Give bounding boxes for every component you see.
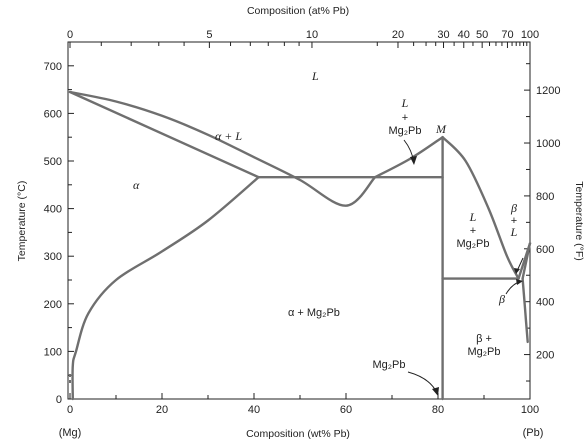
region-liquid-mg2pb-right-bottom: Mg₂Pb <box>456 238 489 250</box>
top-tick-label: 10 <box>306 29 318 41</box>
top-tick-label: 30 <box>437 29 449 41</box>
top-tick-label: 50 <box>476 29 488 41</box>
region-beta-liquid-top: β <box>510 201 517 215</box>
mg2pb-liquidus-left-line <box>373 136 444 179</box>
region-alpha-liquid-label: α + L <box>215 129 242 143</box>
left-tick-label: 100 <box>44 346 62 358</box>
region-liquid-mg2pb-left-bottom: Mg₂Pb <box>388 125 421 137</box>
right-tick-label: 400 <box>536 297 554 309</box>
right-tick-label: 1200 <box>536 85 560 97</box>
left-axis-title: Temperature (°C) <box>16 181 28 262</box>
arrowhead-beta-liquid <box>514 268 520 274</box>
left-axis-ticks: 0 100 200 300 400 500 600 700 <box>44 61 74 406</box>
region-liquid-mg2pb-left-plus: + <box>402 112 408 124</box>
bottom-tick-label: 40 <box>248 404 260 416</box>
region-beta-mg2pb-bottom: Mg₂Pb <box>467 346 500 358</box>
region-liquid-mg2pb-right-top: L <box>469 210 477 224</box>
arrowhead-mg2pb <box>432 387 439 396</box>
right-tick-label: 800 <box>536 191 554 203</box>
bottom-tick-label: 20 <box>156 404 168 416</box>
alpha-solvus-line <box>71 176 260 401</box>
beta-solidus-line <box>521 242 532 280</box>
phase-boundaries <box>68 90 532 401</box>
region-beta-label: β <box>498 292 505 306</box>
right-tick-label: 1000 <box>536 138 560 150</box>
bottom-tick-label: 100 <box>521 404 539 416</box>
left-tick-label: 200 <box>44 299 62 311</box>
top-axis-title: Composition (at% Pb) <box>247 5 349 17</box>
region-alpha-label: α <box>133 178 140 192</box>
top-axis-ticks: 0 5 10 20 30 40 50 70 100 <box>67 29 539 48</box>
top-tick-label: 20 <box>392 29 404 41</box>
alpha-solidus-line <box>68 90 260 179</box>
alpha-liquidus-line <box>68 90 377 207</box>
top-tick-label: 5 <box>206 29 212 41</box>
mg2pb-compound-label: Mg₂Pb <box>372 359 405 371</box>
bottom-axis-ticks: 0 20 40 60 80 100 <box>67 393 539 416</box>
left-tick-label: 0 <box>56 394 62 406</box>
left-tick-label: 600 <box>44 108 62 120</box>
bottom-axis-title: Composition (wt% Pb) <box>246 428 350 440</box>
left-end-label: (Mg) <box>59 427 82 439</box>
arrowhead-liquid-mg2pb <box>410 156 417 165</box>
region-liquid-label: L <box>311 69 319 83</box>
region-alpha-mg2pb-label: α + Mg₂Pb <box>288 307 340 319</box>
arrowhead-beta <box>516 279 523 285</box>
right-axis-title: Temperature (°F) <box>573 181 585 260</box>
region-liquid-mg2pb-left-top: L <box>401 96 409 110</box>
region-beta-mg2pb-top: β + <box>476 333 492 345</box>
annotation-arrows <box>403 139 524 396</box>
top-tick-label: 70 <box>501 29 513 41</box>
bottom-tick-label: 80 <box>432 404 444 416</box>
top-tick-label: 100 <box>521 29 539 41</box>
bottom-tick-label: 0 <box>67 404 73 416</box>
beta-solvus-line <box>521 277 529 344</box>
right-tick-label: 600 <box>536 244 554 256</box>
right-tick-label: 200 <box>536 350 554 362</box>
region-liquid-mg2pb-right-plus: + <box>470 225 476 237</box>
region-beta-liquid-plus: + <box>511 215 517 227</box>
top-tick-label: 0 <box>67 29 73 41</box>
plot-frame <box>67 41 531 400</box>
left-tick-label: 400 <box>44 204 62 216</box>
left-tick-label: 500 <box>44 156 62 168</box>
left-tick-label: 700 <box>44 61 62 73</box>
arrow-mg2pb <box>407 371 438 394</box>
right-axis-ticks: 200 400 600 800 1000 1200 <box>524 63 560 382</box>
mg2pb-liquidus-right-line <box>441 136 520 280</box>
region-beta-liquid-bottom: L <box>510 225 518 239</box>
eutectic-point-m-label: M <box>435 122 447 136</box>
bottom-tick-label: 60 <box>340 404 352 416</box>
left-tick-label: 300 <box>44 251 62 263</box>
right-end-label: (Pb) <box>523 427 544 439</box>
top-tick-label: 40 <box>458 29 470 41</box>
